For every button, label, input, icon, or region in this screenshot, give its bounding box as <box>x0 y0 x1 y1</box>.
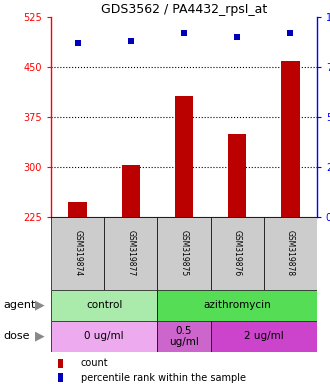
Bar <box>157 290 317 321</box>
Text: azithromycin: azithromycin <box>203 300 271 310</box>
Bar <box>211 217 264 290</box>
Bar <box>157 321 211 352</box>
Bar <box>104 217 157 290</box>
Text: 2 ug/ml: 2 ug/ml <box>244 331 283 341</box>
Title: GDS3562 / PA4432_rpsI_at: GDS3562 / PA4432_rpsI_at <box>101 3 267 16</box>
Text: control: control <box>86 300 122 310</box>
Bar <box>68 202 87 217</box>
Point <box>128 38 134 44</box>
Text: 0.5
ug/ml: 0.5 ug/ml <box>169 326 199 347</box>
Point <box>235 34 240 40</box>
Text: count: count <box>81 358 109 368</box>
Text: GSM319878: GSM319878 <box>286 230 295 276</box>
Bar <box>51 321 157 352</box>
Bar <box>175 96 193 217</box>
Text: GSM319875: GSM319875 <box>180 230 188 276</box>
Text: 0 ug/ml: 0 ug/ml <box>84 331 124 341</box>
Point <box>75 40 81 46</box>
Bar <box>51 290 157 321</box>
Bar <box>157 217 211 290</box>
Text: percentile rank within the sample: percentile rank within the sample <box>81 372 246 382</box>
Bar <box>51 217 104 290</box>
Bar <box>264 217 317 290</box>
Bar <box>228 134 247 217</box>
Text: GSM319876: GSM319876 <box>233 230 242 276</box>
Text: GSM319877: GSM319877 <box>126 230 135 276</box>
Text: GSM319874: GSM319874 <box>73 230 82 276</box>
Bar <box>211 321 317 352</box>
Text: agent: agent <box>3 300 36 310</box>
Bar <box>121 165 140 217</box>
Text: ▶: ▶ <box>35 330 45 343</box>
Point <box>288 30 293 36</box>
Text: dose: dose <box>3 331 30 341</box>
Point <box>182 30 187 36</box>
Text: ▶: ▶ <box>35 299 45 312</box>
Bar <box>281 61 300 217</box>
